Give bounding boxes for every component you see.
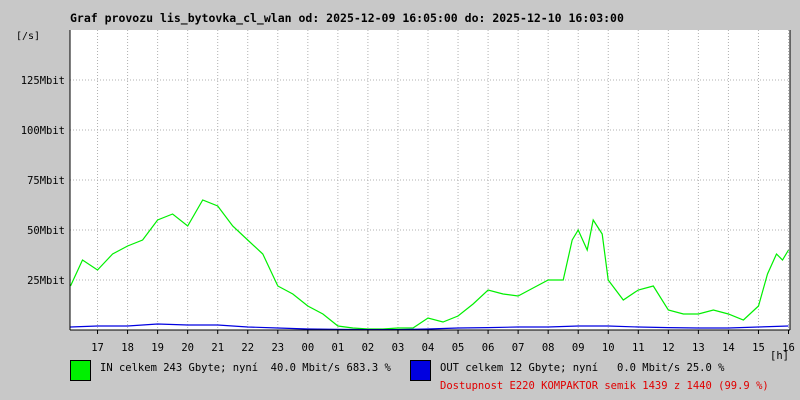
legend-out-swatch	[410, 360, 431, 381]
x-tick-label: 02	[362, 342, 375, 354]
x-tick-label: 18	[121, 342, 134, 354]
availability-text: Dostupnost E220 KOMPAKTOR semik 1439 z 1…	[440, 380, 769, 392]
y-tick-label: 50Mbit	[27, 225, 65, 237]
x-tick-label: 07	[512, 342, 525, 354]
x-tick-label: 04	[422, 342, 435, 354]
x-tick-label: 12	[662, 342, 675, 354]
x-tick-label: 08	[542, 342, 555, 354]
y-tick-label: 100Mbit	[21, 125, 65, 137]
x-tick-label: 10	[602, 342, 615, 354]
x-tick-label: 22	[241, 342, 254, 354]
x-tick-label: 19	[151, 342, 164, 354]
x-axis-ticks: 17 18 19 20 21 22 23 00 01 02 03 04 05 06 07 08 09 10 11 12…	[91, 330, 795, 354]
grid-lines	[70, 30, 790, 330]
x-tick-label: 13	[692, 342, 705, 354]
y-axis-ticks: 25Mbit 50Mbit 75Mbit 100Mbit 125Mbit	[21, 75, 65, 287]
legend-in-text: IN celkem 243 Gbyte; nyní 40.0 Mbit/s 68…	[100, 362, 391, 374]
hour-axis-label: [h]	[770, 350, 789, 362]
x-tick-label: 14	[722, 342, 735, 354]
x-tick-label: 21	[211, 342, 224, 354]
x-tick-label: 05	[452, 342, 465, 354]
x-tick-label: 06	[482, 342, 495, 354]
x-tick-label: 03	[392, 342, 405, 354]
x-tick-label: 17	[91, 342, 104, 354]
y-axis-unit-label: [/s]	[16, 31, 41, 42]
x-tick-label: 20	[181, 342, 194, 354]
x-tick-label: 16	[782, 342, 795, 354]
chart-title: Graf provozu lis_bytovka_cl_wlan od: 202…	[70, 11, 624, 25]
y-tick-label: 125Mbit	[21, 75, 65, 87]
x-tick-label: 11	[632, 342, 645, 354]
x-tick-label: 23	[271, 342, 284, 354]
series-line-in	[69, 199, 790, 330]
y-tick-label: 75Mbit	[27, 175, 65, 187]
legend-out-text: OUT celkem 12 Gbyte; nyní 0.0 Mbit/s 25.…	[440, 362, 725, 374]
series-lines	[69, 199, 790, 331]
x-tick-label: 09	[572, 342, 585, 354]
series-line-out	[70, 323, 789, 331]
x-tick-label: 15	[752, 342, 765, 354]
legend-in-swatch	[70, 360, 91, 381]
y-tick-label: 25Mbit	[27, 275, 65, 287]
x-tick-label: 00	[302, 342, 315, 354]
x-tick-label: 01	[332, 342, 345, 354]
